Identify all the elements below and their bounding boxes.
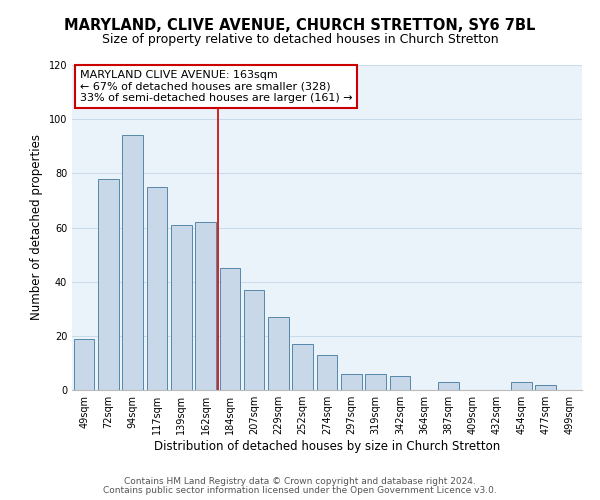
Bar xyxy=(535,384,556,390)
Bar xyxy=(438,382,459,390)
Text: Size of property relative to detached houses in Church Stretton: Size of property relative to detached ho… xyxy=(101,32,499,46)
Bar xyxy=(244,290,265,390)
Bar xyxy=(171,225,191,390)
Text: Contains public sector information licensed under the Open Government Licence v3: Contains public sector information licen… xyxy=(103,486,497,495)
Text: MARYLAND, CLIVE AVENUE, CHURCH STRETTON, SY6 7BL: MARYLAND, CLIVE AVENUE, CHURCH STRETTON,… xyxy=(64,18,536,32)
Bar xyxy=(220,268,240,390)
X-axis label: Distribution of detached houses by size in Church Stretton: Distribution of detached houses by size … xyxy=(154,440,500,453)
Bar xyxy=(98,179,119,390)
Bar xyxy=(146,187,167,390)
Text: Contains HM Land Registry data © Crown copyright and database right 2024.: Contains HM Land Registry data © Crown c… xyxy=(124,477,476,486)
Bar xyxy=(511,382,532,390)
Text: MARYLAND CLIVE AVENUE: 163sqm
← 67% of detached houses are smaller (328)
33% of : MARYLAND CLIVE AVENUE: 163sqm ← 67% of d… xyxy=(80,70,352,103)
Bar xyxy=(74,338,94,390)
Bar xyxy=(341,374,362,390)
Bar xyxy=(317,355,337,390)
Bar xyxy=(292,344,313,390)
Bar xyxy=(365,374,386,390)
Bar xyxy=(268,317,289,390)
Bar xyxy=(389,376,410,390)
Y-axis label: Number of detached properties: Number of detached properties xyxy=(30,134,43,320)
Bar xyxy=(195,222,216,390)
Bar xyxy=(122,136,143,390)
